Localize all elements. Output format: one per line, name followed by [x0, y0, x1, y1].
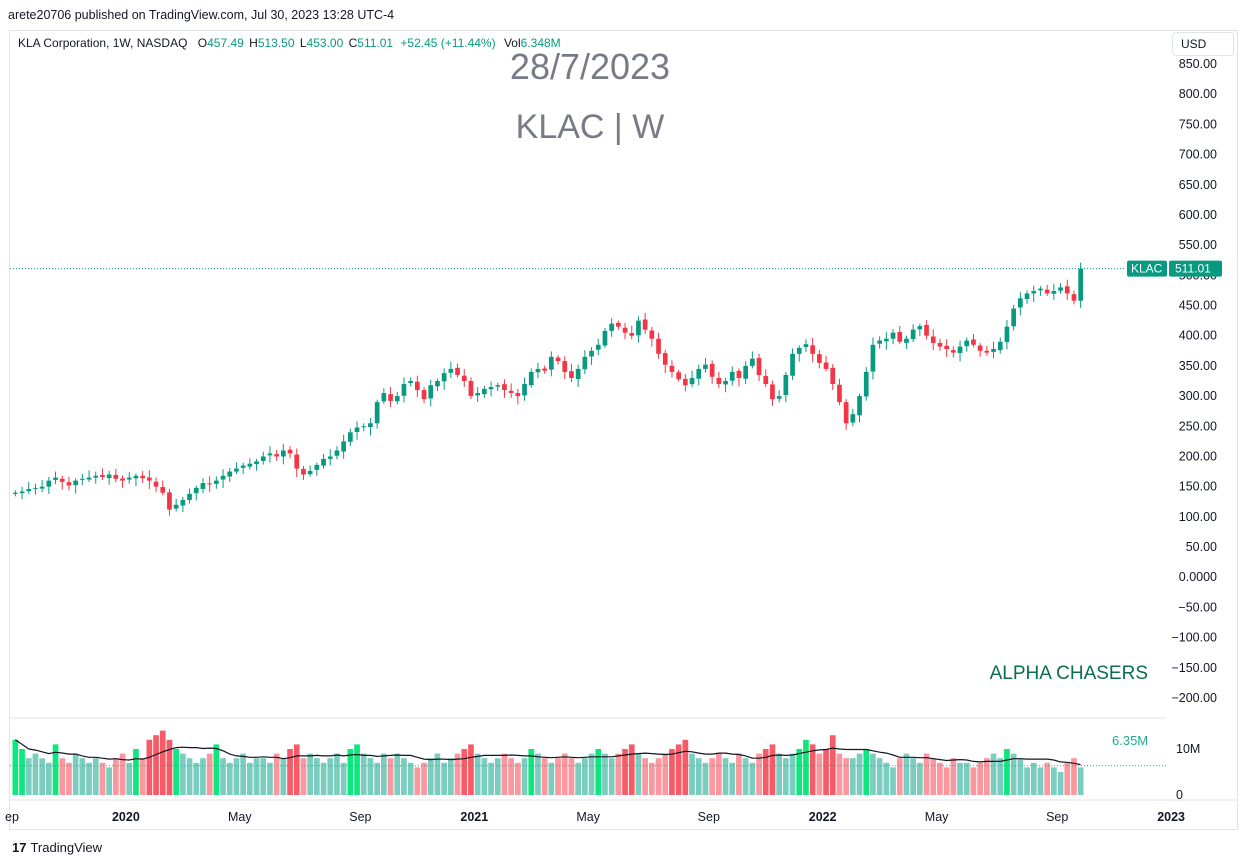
legend-open: 457.49 [207, 36, 244, 50]
legend-close: 511.01 [357, 36, 394, 50]
legend-high: 513.50 [257, 36, 295, 50]
footer-brand: TradingView [30, 840, 103, 855]
legend-close-label: C [348, 36, 358, 50]
watermark-brand: ALPHA CHASERS [989, 663, 1148, 684]
currency-button[interactable]: USD [1172, 32, 1234, 56]
footer: 17 TradingView [12, 840, 102, 855]
legend-volume-label: Vol [503, 36, 521, 50]
legend-low: 453.00 [306, 36, 344, 50]
watermark-symbol: KLAC | W [515, 108, 665, 146]
legend-low-label: L [299, 36, 307, 50]
volume-last-value: 6.35M [1112, 733, 1149, 748]
legend-open-label: O [197, 36, 208, 50]
legend-change: +52.45 (+11.44%) [400, 36, 496, 50]
ohlc-legend: KLA Corporation, 1W, NASDAQ O457.49 H513… [18, 36, 561, 50]
legend-volume: 6.348M [520, 36, 561, 50]
publish-line: arete20706 published on TradingView.com,… [8, 8, 395, 22]
tradingview-logo-icon: 17 [12, 840, 27, 855]
legend-title: KLA Corporation, 1W, NASDAQ [18, 36, 188, 50]
legend-high-label: H [249, 36, 258, 50]
watermark-date: 28/7/2023 [509, 46, 671, 87]
chart-frame [9, 30, 1238, 830]
